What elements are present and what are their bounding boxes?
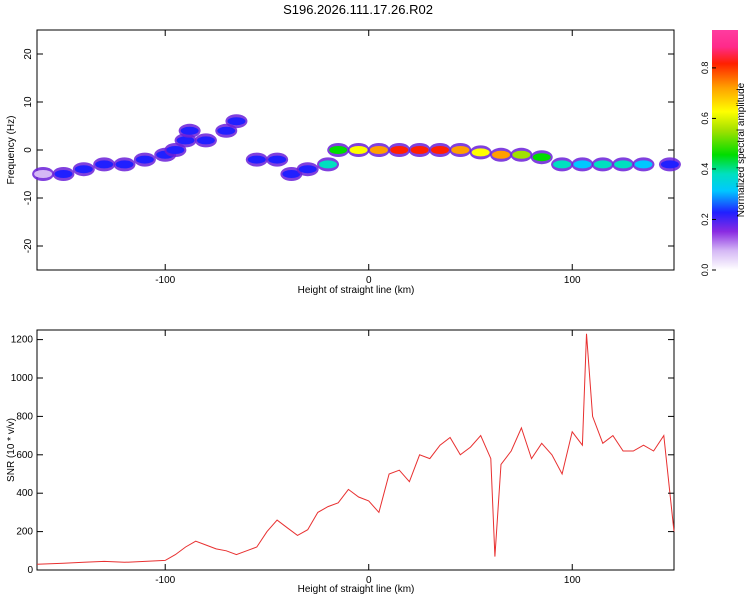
colorbar-gradient <box>712 30 738 270</box>
colorbar-tick-label-4: 0.8 <box>700 62 710 75</box>
figure-title: S196.2026.111.17.26.R02 <box>283 2 433 17</box>
colorbar-tick-label-0: 0.0 <box>700 264 710 277</box>
ridge-core-0 <box>34 170 53 178</box>
ridge-core-14 <box>268 155 287 164</box>
spectrogram-x-tick-label-0: -100 <box>155 275 175 286</box>
spectrogram-y-tick-label-0: -20 <box>23 238 34 253</box>
ridge-core-17 <box>319 160 338 169</box>
snr-y-tick-label-3: 600 <box>16 450 33 461</box>
snr-y-tick-label-5: 1000 <box>11 373 34 384</box>
snr-x-tick-label-2: 100 <box>564 575 581 586</box>
spectrogram-ridge <box>32 114 681 181</box>
snr-x-ticks: -100 0 100 <box>155 330 581 586</box>
snr-y-tick-label-2: 400 <box>16 488 33 499</box>
spectrogram-x-tick-label-1: 0 <box>366 275 372 286</box>
ridge-core-24 <box>451 146 470 154</box>
colorbar-tick-label-3: 0.6 <box>700 112 710 125</box>
ridge-core-1 <box>54 170 73 178</box>
snr-y-tick-label-4: 800 <box>16 411 33 422</box>
snr-y-tick-label-0: 0 <box>27 565 33 576</box>
spectrogram-y-label: Frequency (Hz) <box>6 116 17 185</box>
ridge-core-15 <box>282 170 301 178</box>
spectrogram-x-ticks: -100 0 100 <box>155 30 581 286</box>
snr-x-label: Height of straight line (km) <box>298 584 415 595</box>
snr-series-line <box>36 333 675 565</box>
spectrogram-x-tick-label-2: 100 <box>564 275 581 286</box>
ridge-core-12 <box>227 117 246 126</box>
ridge-core-16 <box>298 165 317 174</box>
spectrogram-y-tick-label-1: -10 <box>23 190 34 205</box>
snr-y-tick-label-6: 1200 <box>11 335 34 346</box>
ridge-core-19 <box>349 146 368 154</box>
ridge-core-5 <box>135 155 154 164</box>
colorbar: 0.0 0.2 0.4 0.6 0.8 Normalized spectral ampl… <box>700 30 747 276</box>
ridge-core-25 <box>471 148 490 157</box>
spectrogram-y-ticks: -20 -10 0 10 20 <box>23 48 674 253</box>
ridge-core-22 <box>410 146 429 154</box>
snr-x-tick-label-1: 0 <box>366 575 372 586</box>
snr-frame <box>36 329 675 571</box>
ridge-core-33 <box>634 160 653 169</box>
ridge-core-4 <box>115 160 134 169</box>
ridge-core-20 <box>369 146 388 154</box>
spectrogram-y-tick-label-2: 0 <box>23 147 34 153</box>
ridge-core-26 <box>492 150 511 159</box>
ridge-core-29 <box>553 160 572 169</box>
snr-y-label: SNR (10 * v/v) <box>6 418 17 482</box>
ridge-core-18 <box>329 146 348 154</box>
ridge-core-10 <box>196 136 215 145</box>
ridge-core-7 <box>166 146 185 154</box>
ridge-core-8 <box>176 136 195 145</box>
ridge-core-2 <box>74 165 93 174</box>
ridge-core-34 <box>660 160 679 169</box>
snr-panel: -100 0 100 0 200 400 600 800 1000 1200 Height of… <box>6 329 675 595</box>
colorbar-ticks: 0.0 0.2 0.4 0.6 0.8 <box>700 62 716 277</box>
ridge-core-28 <box>532 153 551 162</box>
ridge-core-3 <box>95 160 114 169</box>
ridge-core-21 <box>390 146 409 154</box>
ridge-core-9 <box>180 126 199 135</box>
ridge-core-11 <box>217 126 236 135</box>
snr-y-tick-label-1: 200 <box>16 527 33 538</box>
colorbar-tick-label-2: 0.4 <box>700 163 710 176</box>
spectrogram-y-tick-label-4: 20 <box>23 48 34 60</box>
colorbar-tick-label-1: 0.2 <box>700 213 710 226</box>
spectrogram-x-label: Height of straight line (km) <box>298 285 415 296</box>
ridge-core-32 <box>614 160 633 169</box>
ridge-core-27 <box>512 150 531 159</box>
snr-x-tick-label-0: -100 <box>155 575 175 586</box>
spectrogram-y-tick-label-3: 10 <box>23 96 34 108</box>
ridge-core-23 <box>430 146 449 154</box>
ridge-core-31 <box>593 160 612 169</box>
colorbar-label: Normalized spectral amplitude <box>736 82 747 217</box>
snr-y-ticks: 0 200 400 600 800 1000 1200 <box>11 335 674 576</box>
ridge-core-13 <box>247 155 266 164</box>
ridge-core-30 <box>573 160 592 169</box>
